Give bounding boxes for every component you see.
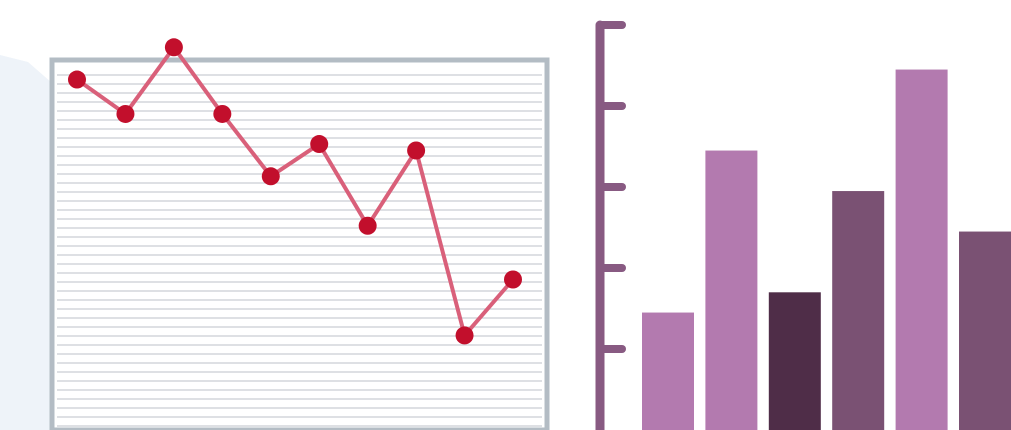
line-chart-grid	[57, 74, 542, 427]
bar	[768, 292, 821, 430]
line-chart-frame	[49, 57, 550, 430]
line-point	[116, 104, 135, 123]
line-chart-series	[75, 45, 515, 338]
bar	[642, 312, 694, 430]
line-point	[213, 104, 232, 123]
line-point	[455, 326, 474, 345]
background-accent-shape	[0, 55, 60, 430]
bar-chart-bars	[642, 69, 1011, 430]
bar	[959, 231, 1011, 430]
line-point	[407, 141, 426, 160]
bar	[705, 150, 758, 430]
line-point	[504, 270, 522, 289]
line-chart-markers	[68, 38, 522, 345]
line-point	[310, 135, 329, 154]
bar	[832, 191, 885, 430]
bar	[895, 69, 948, 430]
line-point	[358, 216, 377, 235]
bar-chart-axis	[595, 20, 626, 430]
line-point	[68, 70, 86, 89]
line-chart	[49, 38, 550, 430]
bar-chart	[595, 20, 1011, 430]
line-point	[261, 167, 280, 186]
line-point	[164, 38, 183, 57]
